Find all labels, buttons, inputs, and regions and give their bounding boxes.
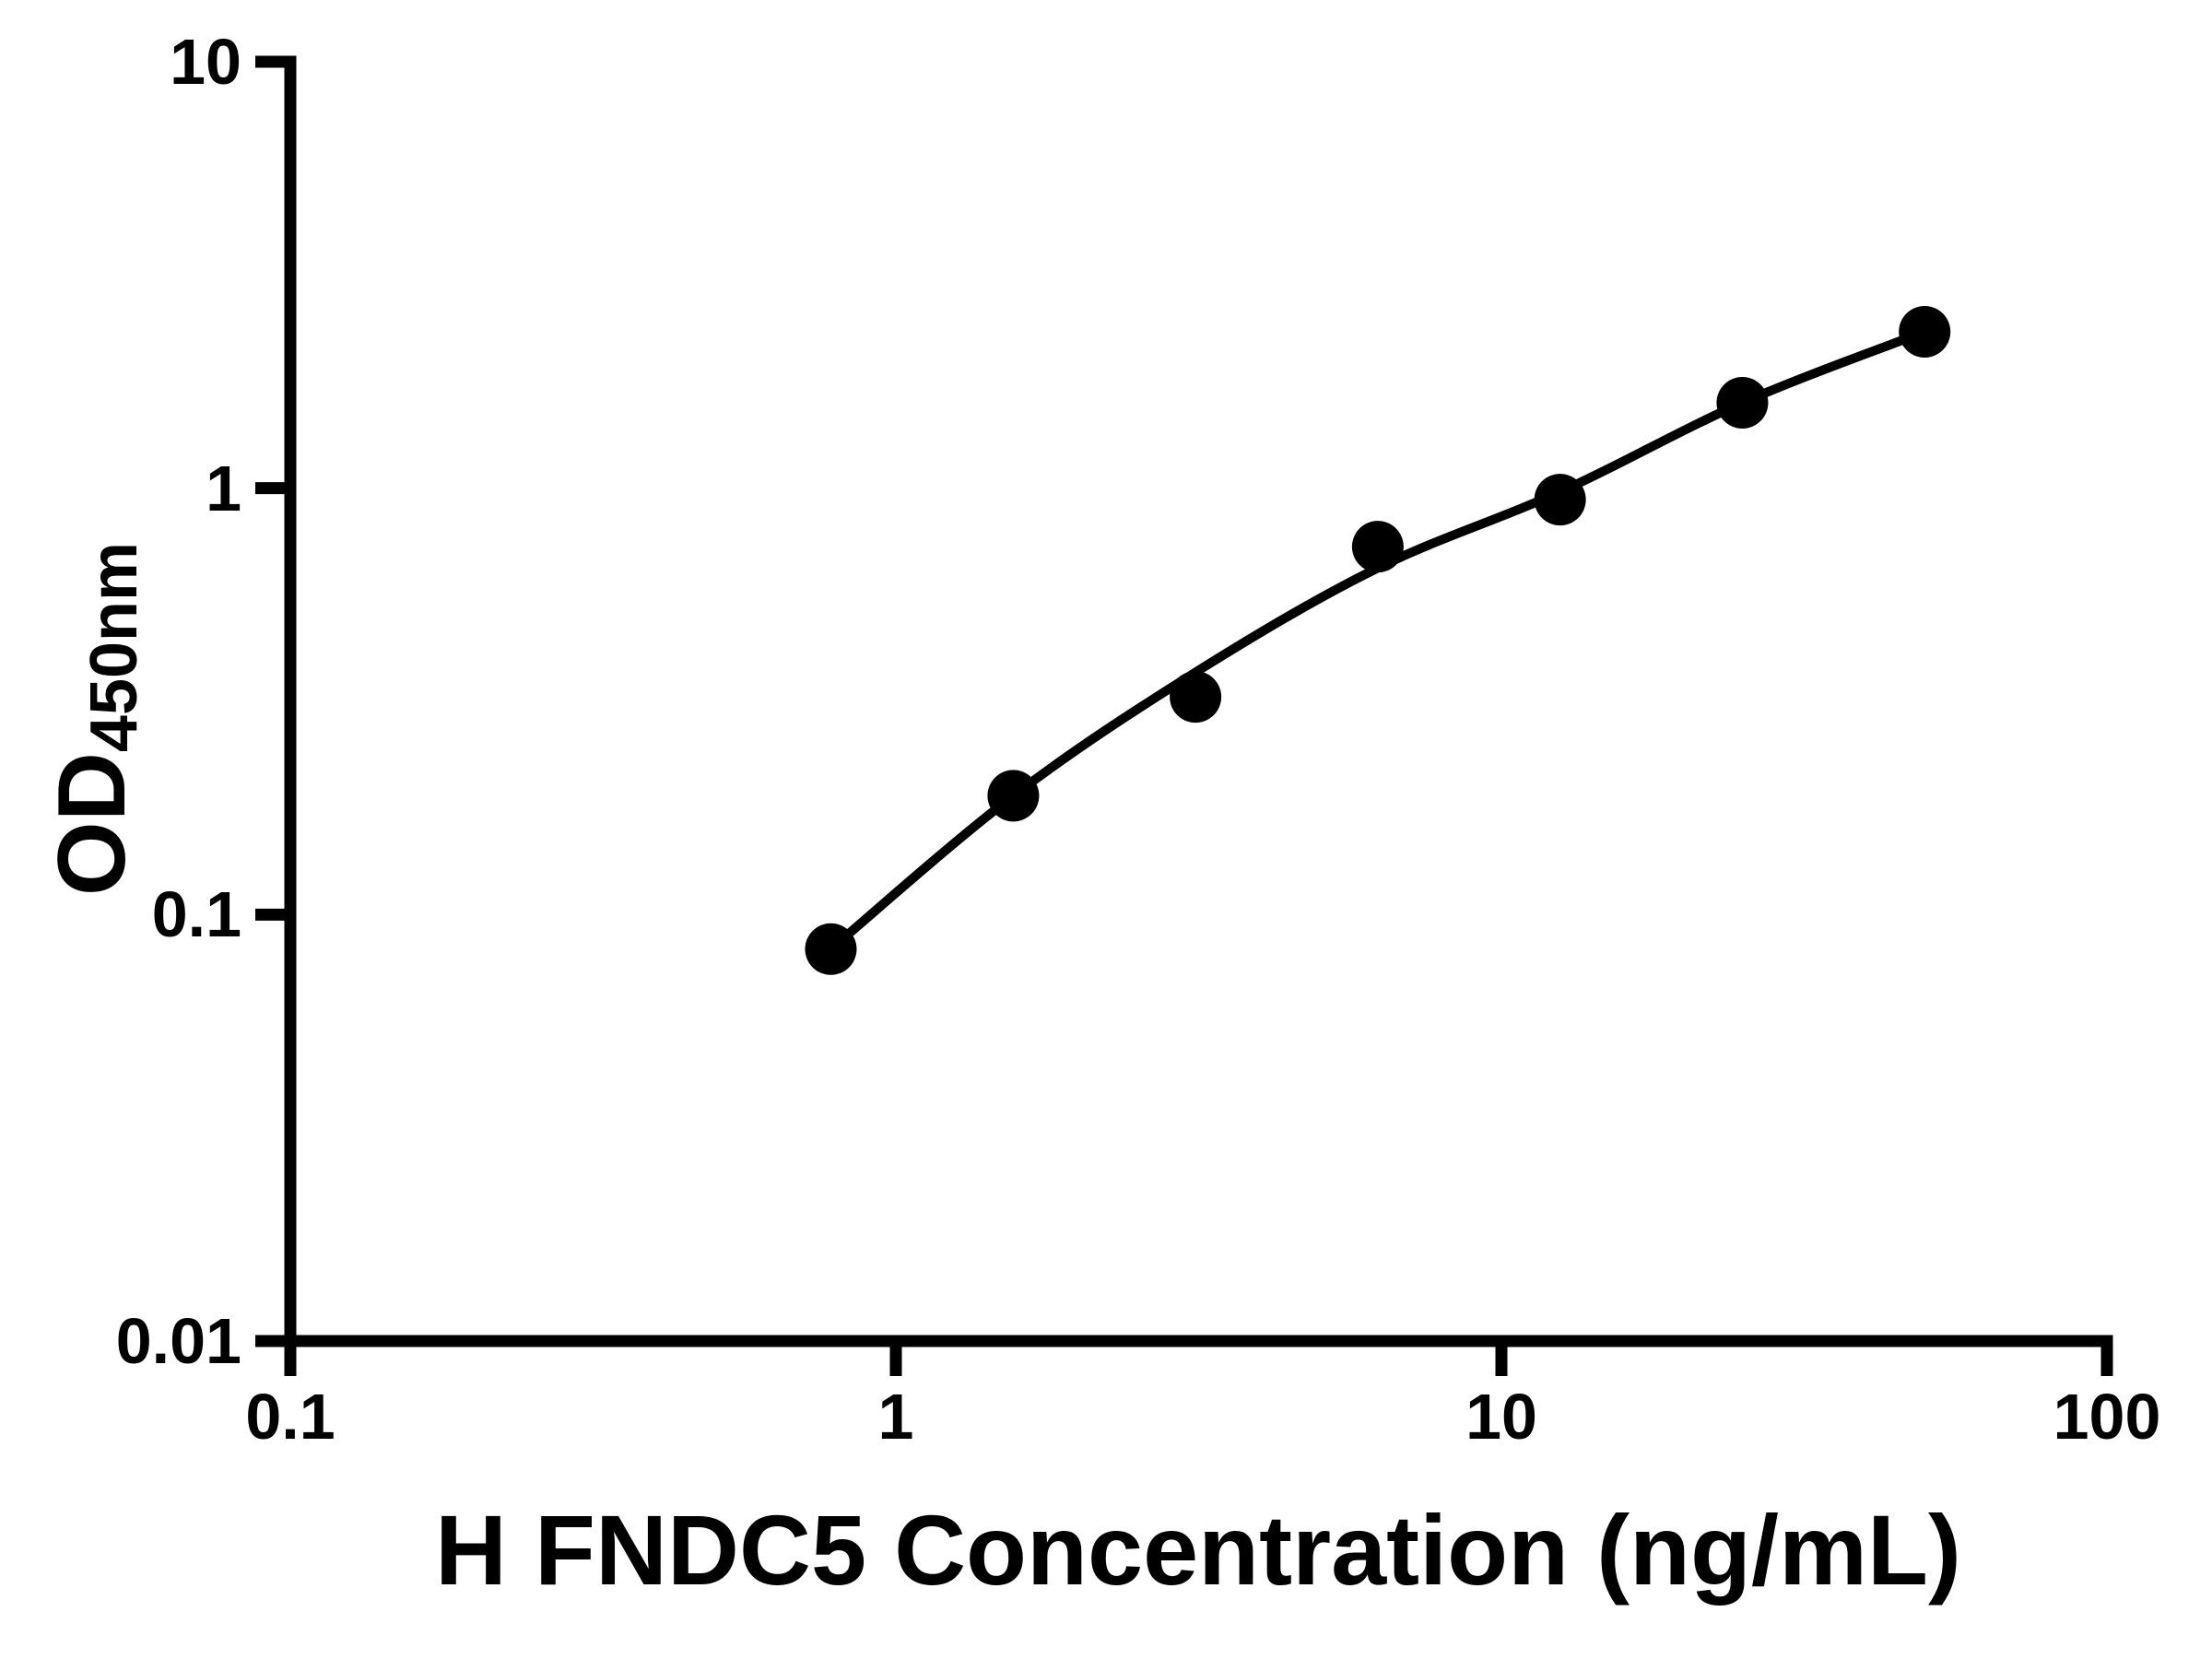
y-axis-title-main: OD xyxy=(39,752,146,897)
x-tick-label: 10 xyxy=(1465,1381,1537,1453)
y-tick-label: 0.1 xyxy=(151,878,241,951)
y-tick-label: 1 xyxy=(206,452,241,524)
data-point xyxy=(1534,474,1586,526)
x-tick-label: 100 xyxy=(2053,1381,2161,1453)
data-point xyxy=(1899,305,1951,358)
y-axis-title: OD450nm xyxy=(39,542,151,896)
data-point xyxy=(805,923,857,975)
data-point xyxy=(1716,376,1769,429)
y-axis-title-subscript: 450nm xyxy=(76,541,151,753)
data-point xyxy=(1170,671,1222,724)
data-point xyxy=(1351,521,1404,573)
y-tick-label: 10 xyxy=(170,26,241,98)
x-tick-label: 1 xyxy=(877,1381,914,1453)
data-point xyxy=(987,770,1040,822)
x-axis-title: H FNDC5 Concentration (ng/mL) xyxy=(435,1494,1961,1606)
fit-curve xyxy=(828,327,1927,953)
y-tick-label: 0.01 xyxy=(115,1305,241,1377)
x-tick-label: 0.1 xyxy=(245,1381,335,1453)
